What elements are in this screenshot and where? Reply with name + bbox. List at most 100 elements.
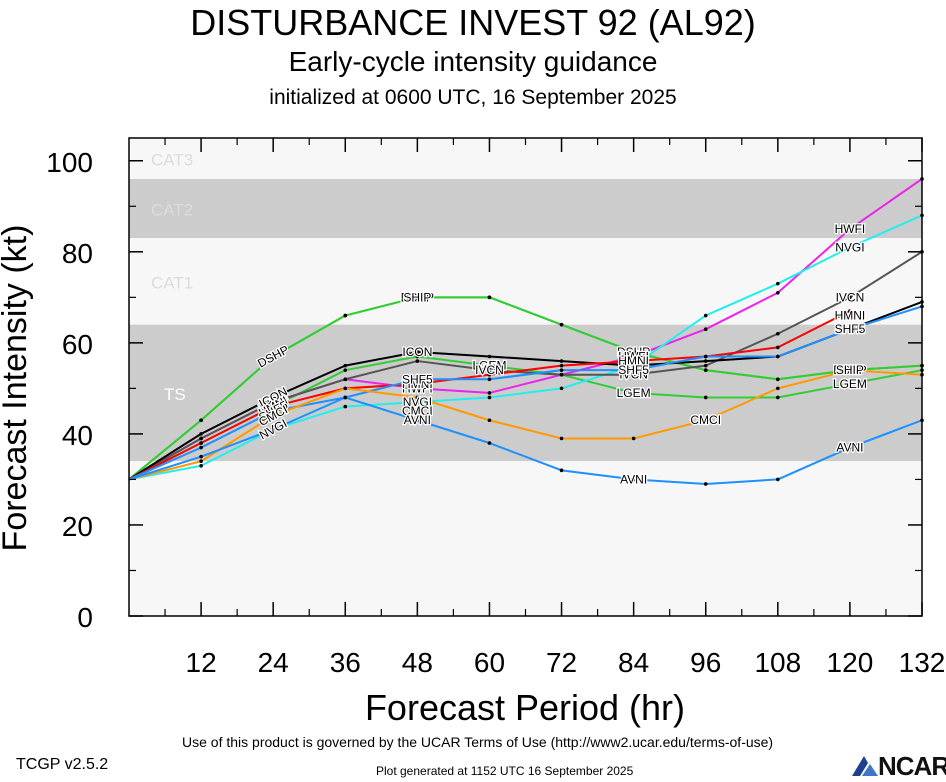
version-text: TCGP v2.5.2 [16, 756, 109, 773]
series-label-nvgi: NVGI [403, 395, 432, 409]
series-point-avni [776, 477, 780, 482]
series-point-ship [631, 350, 636, 354]
y-tick-label: 100 [46, 147, 93, 178]
series-label-cmci: CMCI [690, 413, 721, 427]
x-tick-label: 84 [618, 647, 649, 678]
series-point-ivcn [487, 368, 492, 372]
series-point-hmni [199, 441, 203, 445]
y-axis-label: Forecast Intensity (kt) [0, 225, 34, 552]
series-point-hmni [631, 359, 636, 363]
series-point-cmci [776, 386, 780, 391]
series-point-nvgi [703, 313, 708, 318]
chart-title: DISTURBANCE INVEST 92 (AL92) [190, 2, 756, 43]
series-label-shf5: SHF5 [835, 322, 866, 336]
ncar-logo-text: NCAR [878, 751, 946, 781]
series-point-cmci [271, 413, 275, 418]
series-point-cmci [848, 368, 852, 372]
series-point-lgem [703, 395, 708, 400]
y-tick-label: 60 [62, 329, 93, 360]
series-point-hwfi [631, 354, 636, 359]
y-tick-label: 80 [62, 238, 93, 269]
series-point-hmni [415, 382, 420, 386]
series-label-nvgi: NVGI [835, 240, 864, 254]
series-point-avni [848, 445, 852, 450]
series-label-dshp: DSHP [401, 290, 434, 304]
series-point-avni [343, 395, 348, 400]
series-point-nvgi [415, 400, 420, 404]
series-point-icon [415, 350, 420, 354]
series-point-icon [271, 395, 275, 400]
band-label-cat1: CAT1 [151, 273, 193, 292]
series-point-cmci [631, 436, 636, 441]
band-cat2 [129, 178, 922, 239]
x-tick-label: 36 [330, 647, 361, 678]
series-point-cmci [703, 418, 708, 423]
band-label-ts: TS [164, 385, 186, 404]
series-label-shf5: SHF5 [618, 363, 649, 377]
series-point-lgem [343, 368, 348, 372]
band-td [129, 461, 922, 616]
series-point-hmni [776, 345, 780, 350]
series-point-cmci [415, 395, 420, 400]
series-line-ivcn [128, 250, 923, 481]
series-label-dshp: DSHP [617, 345, 650, 359]
series-point-icon [559, 359, 564, 363]
x-tick-label: 60 [474, 647, 505, 678]
series-label-cmci: CMCI [402, 404, 433, 418]
series-point-avni [631, 477, 636, 482]
series-point-ivcn [559, 372, 564, 377]
generated-time-text: Plot generated at 1152 UTC 16 September … [376, 764, 634, 778]
series-point-ship [343, 313, 348, 318]
series-point-ivcn [415, 359, 420, 363]
series-point-nvgi [559, 386, 564, 391]
series-label-ivcn: IVCN [836, 290, 865, 304]
series-label-ivcn: IVCN [619, 368, 648, 382]
series-point-ivcn [199, 436, 203, 441]
series-point-shf5 [631, 368, 636, 372]
series-point-avni [559, 468, 564, 473]
series-point-icon [631, 363, 636, 368]
series-point-shf5 [776, 354, 780, 359]
series-line-ship [128, 296, 923, 481]
series-point-shf5 [559, 368, 564, 372]
series-label-avni: AVNI [836, 441, 863, 455]
model-series-lines [128, 178, 923, 485]
series-point-nvgi [199, 463, 203, 468]
series-point-ivcn [631, 372, 636, 377]
x-tick-label: 48 [402, 647, 433, 678]
series-point-shf5 [271, 409, 275, 413]
series-label-lgem: LGEM [833, 377, 867, 391]
series-point-lgem [415, 354, 420, 359]
series-label-icon: ICON [835, 322, 865, 336]
series-label-ship: SHIP [403, 290, 431, 304]
model-series-points [199, 177, 924, 486]
series-label-ivcn: IVCN [475, 363, 504, 377]
series-point-ship [703, 368, 708, 372]
series-point-ivcn [343, 377, 348, 382]
series-point-icon [199, 432, 203, 436]
series-point-ship [776, 377, 780, 382]
chart-subtitle: Early-cycle intensity guidance [288, 46, 658, 77]
y-tick-label: 0 [77, 602, 93, 633]
plot-axes: 0 20 40 60 80 100 12 24 36 48 60 72 84 96 108 120 132 [46, 137, 945, 678]
series-point-cmci [559, 436, 564, 441]
series-point-hmni [848, 309, 852, 313]
series-point-shf5 [199, 445, 203, 450]
series-point-lgem [631, 391, 636, 395]
series-point-lgem [487, 363, 492, 368]
series-label-dshp: DSHP [833, 363, 866, 377]
series-label-lgem: LGEM [617, 386, 651, 400]
series-point-shf5 [415, 377, 420, 382]
x-axis-label: Forecast Period (hr) [365, 687, 685, 728]
series-label-hmni: HMNI [618, 354, 649, 368]
series-point-ship [487, 295, 492, 300]
series-line-avni [128, 396, 923, 485]
series-label-avni: AVNI [404, 413, 431, 427]
y-tick-label: 40 [62, 420, 93, 451]
series-point-ivcn [703, 363, 708, 368]
series-point-avni [271, 427, 275, 432]
series-point-avni [487, 441, 492, 445]
series-label-avni: AVNI [620, 472, 647, 486]
series-point-ivcn [848, 295, 852, 300]
